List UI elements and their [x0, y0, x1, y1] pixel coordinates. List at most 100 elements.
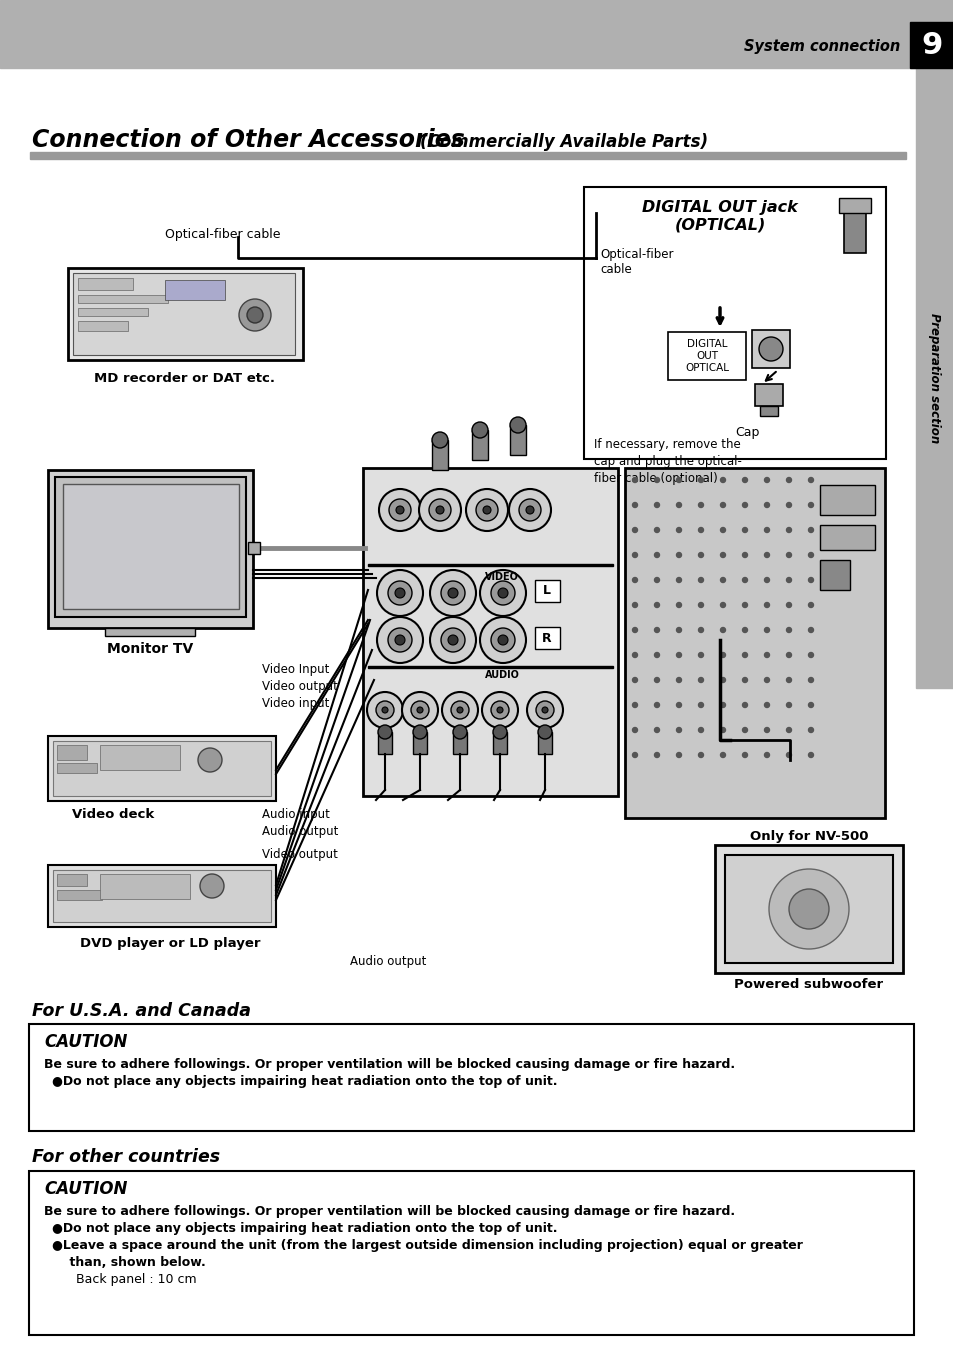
Bar	[915, 68, 953, 688]
Circle shape	[807, 703, 813, 708]
Bar	[48, 470, 253, 628]
Circle shape	[763, 653, 769, 658]
Text: For other countries: For other countries	[32, 1148, 220, 1166]
Circle shape	[654, 477, 659, 482]
Circle shape	[807, 677, 813, 682]
Circle shape	[632, 527, 637, 532]
Circle shape	[440, 628, 464, 653]
Bar	[624, 467, 884, 817]
Text: Cap: Cap	[734, 426, 759, 439]
Circle shape	[632, 627, 637, 632]
Circle shape	[785, 703, 791, 708]
Circle shape	[377, 725, 392, 739]
Text: ●Do not place any objects impairing heat radiation onto the top of unit.: ●Do not place any objects impairing heat…	[52, 1223, 557, 1235]
Circle shape	[510, 417, 525, 434]
Circle shape	[763, 627, 769, 632]
Circle shape	[763, 553, 769, 558]
Circle shape	[676, 703, 680, 708]
Circle shape	[676, 753, 680, 758]
Text: Optical-fiber
cable: Optical-fiber cable	[599, 249, 673, 276]
Text: Video output: Video output	[262, 680, 337, 693]
Text: CAUTION: CAUTION	[44, 1179, 128, 1198]
Bar	[78, 278, 132, 290]
Circle shape	[785, 577, 791, 582]
Circle shape	[632, 477, 637, 482]
Circle shape	[763, 603, 769, 608]
Bar	[843, 208, 865, 253]
Circle shape	[472, 422, 488, 438]
Text: Audio output: Audio output	[262, 825, 338, 838]
Bar	[820, 561, 849, 590]
Circle shape	[411, 701, 429, 719]
Circle shape	[395, 635, 405, 644]
Circle shape	[441, 692, 477, 728]
Circle shape	[698, 503, 702, 508]
Circle shape	[785, 727, 791, 732]
Circle shape	[654, 727, 659, 732]
Bar	[73, 273, 294, 355]
Circle shape	[676, 727, 680, 732]
Bar	[724, 855, 892, 963]
Circle shape	[632, 653, 637, 658]
Circle shape	[741, 753, 747, 758]
Text: Back panel : 10 cm: Back panel : 10 cm	[52, 1273, 196, 1286]
Bar	[820, 526, 874, 550]
Bar	[63, 484, 239, 609]
Bar	[472, 430, 488, 459]
Text: than, shown below.: than, shown below.	[52, 1256, 206, 1269]
Text: Only for NV-500: Only for NV-500	[749, 830, 867, 843]
Bar	[57, 874, 87, 886]
Circle shape	[401, 692, 437, 728]
Circle shape	[388, 628, 412, 653]
Circle shape	[741, 653, 747, 658]
Circle shape	[741, 677, 747, 682]
Circle shape	[698, 727, 702, 732]
Text: R: R	[541, 631, 551, 644]
Circle shape	[741, 503, 747, 508]
Circle shape	[497, 707, 502, 713]
Circle shape	[763, 727, 769, 732]
Circle shape	[676, 527, 680, 532]
Circle shape	[763, 503, 769, 508]
Circle shape	[763, 703, 769, 708]
Circle shape	[509, 489, 551, 531]
Circle shape	[785, 477, 791, 482]
Circle shape	[698, 603, 702, 608]
Circle shape	[654, 653, 659, 658]
Bar	[100, 874, 190, 898]
Text: L: L	[542, 585, 551, 597]
Text: CAUTION: CAUTION	[44, 1034, 128, 1051]
Circle shape	[429, 499, 451, 521]
Bar	[78, 295, 168, 303]
Circle shape	[395, 588, 405, 598]
Bar	[78, 322, 128, 331]
Circle shape	[741, 703, 747, 708]
Circle shape	[698, 703, 702, 708]
Circle shape	[448, 635, 457, 644]
Circle shape	[807, 527, 813, 532]
Circle shape	[632, 727, 637, 732]
Circle shape	[239, 299, 271, 331]
Circle shape	[632, 603, 637, 608]
Circle shape	[785, 677, 791, 682]
Text: System connection: System connection	[743, 39, 899, 54]
Bar	[100, 744, 180, 770]
Circle shape	[807, 753, 813, 758]
Circle shape	[536, 701, 554, 719]
Text: Audio output: Audio output	[350, 955, 426, 969]
Bar	[535, 580, 559, 603]
FancyBboxPatch shape	[29, 1024, 913, 1131]
Text: Monitor TV: Monitor TV	[107, 642, 193, 657]
Circle shape	[676, 503, 680, 508]
Circle shape	[741, 553, 747, 558]
Bar	[820, 485, 874, 515]
Circle shape	[632, 677, 637, 682]
Circle shape	[632, 577, 637, 582]
Circle shape	[654, 703, 659, 708]
Circle shape	[526, 692, 562, 728]
Circle shape	[376, 570, 422, 616]
Circle shape	[807, 727, 813, 732]
Circle shape	[720, 603, 724, 608]
Circle shape	[807, 577, 813, 582]
Circle shape	[720, 503, 724, 508]
